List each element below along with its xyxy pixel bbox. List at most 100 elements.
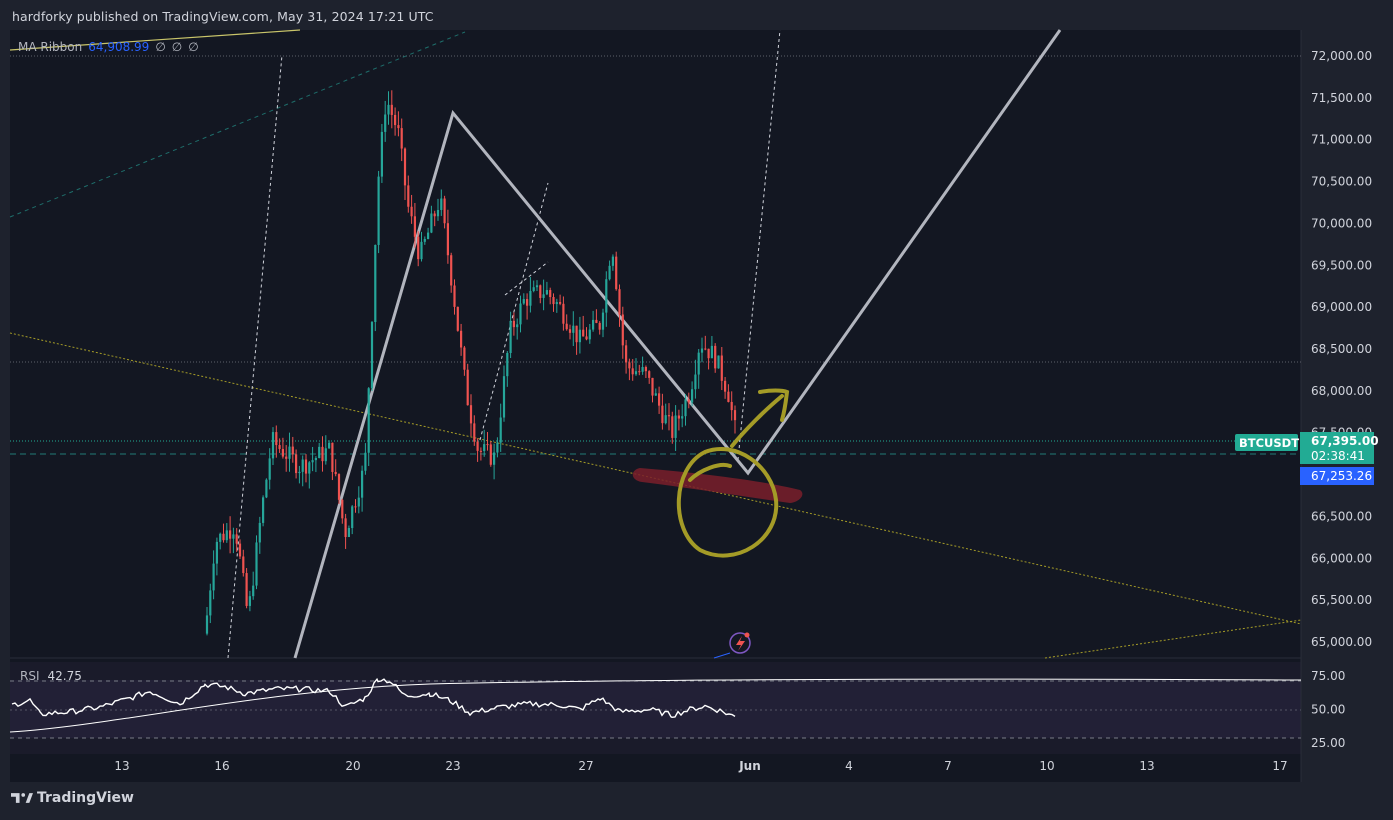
candle-up — [674, 415, 677, 438]
candlestick-series — [205, 90, 737, 636]
price-tick-label: 65,000.00 — [1311, 635, 1372, 649]
candle-up — [499, 417, 502, 443]
price-tick-label: 69,500.00 — [1311, 258, 1372, 272]
event-icon[interactable] — [729, 632, 751, 654]
candle-up — [314, 457, 317, 461]
candle-up — [529, 290, 532, 306]
candle-down — [390, 104, 393, 115]
candle-down — [658, 393, 661, 406]
circle-marker[interactable] — [676, 446, 779, 558]
parallel-dash-3[interactable] — [479, 182, 549, 441]
publish-header: hardforky published on TradingView.com, … — [12, 9, 434, 24]
price-tick-label: 71,500.00 — [1311, 91, 1372, 105]
time-tick-label: 20 — [345, 759, 360, 773]
candle-down — [275, 432, 278, 446]
candle-down — [222, 533, 225, 541]
candle-down — [625, 345, 628, 363]
time-tick-label: 13 — [114, 759, 129, 773]
candle-down — [295, 454, 298, 474]
candle-down — [598, 322, 601, 330]
candle-up — [268, 458, 271, 480]
candle-up — [318, 446, 321, 458]
candle-down — [466, 369, 469, 406]
candle-down — [354, 506, 357, 508]
candle-down — [651, 377, 654, 396]
candle-up — [509, 320, 512, 354]
candle-down — [704, 348, 707, 350]
candle-down — [334, 471, 337, 475]
candle-down — [559, 302, 562, 304]
candle-up — [700, 348, 704, 353]
candle-up — [370, 322, 374, 389]
candle-down — [648, 371, 651, 378]
candle-down — [242, 556, 245, 574]
ascending-trendline[interactable] — [1044, 619, 1302, 659]
candle-up — [496, 442, 499, 453]
candle-up — [380, 131, 383, 177]
candle-up — [483, 444, 486, 452]
time-tick-label: Jun — [738, 759, 761, 773]
channel-line[interactable] — [9, 31, 466, 218]
zigzag-projection[interactable] — [293, 29, 1062, 659]
candle-up — [592, 319, 595, 330]
candle-down — [489, 444, 492, 465]
candle-up — [252, 585, 255, 597]
candle-down — [644, 367, 647, 372]
candle-down — [456, 306, 459, 331]
support-highlight-marker[interactable] — [632, 468, 803, 503]
candle-up — [493, 452, 496, 465]
rsi-line — [11, 677, 736, 719]
candle-up — [351, 506, 354, 529]
candle-up — [232, 534, 235, 539]
time-axis[interactable]: 13 16 20 23 27 Jun 4 7 10 13 17 — [114, 759, 1287, 773]
candle-down — [486, 444, 489, 446]
candle-up — [427, 232, 430, 239]
rsi-legend[interactable]: RSI 42.75 — [20, 669, 82, 683]
ma-line-top — [9, 29, 301, 51]
candle-up — [578, 329, 581, 343]
candle-down — [595, 319, 598, 323]
candle-down — [394, 114, 397, 126]
candle-up — [641, 367, 644, 372]
candle-down — [671, 416, 674, 438]
candle-up — [423, 238, 426, 242]
price-tick-label: 70,500.00 — [1311, 175, 1372, 189]
ma-ribbon-placeholder-3: ∅ — [188, 40, 199, 54]
candle-up — [710, 345, 713, 359]
candle-up — [420, 241, 423, 260]
symbol-tag-label: BTCUSDT — [1239, 436, 1299, 450]
ma-ribbon-legend[interactable]: MA Ribbon 64,908.99 ∅ ∅ ∅ — [18, 40, 199, 54]
candle-up — [298, 471, 301, 474]
arrow-marker[interactable] — [730, 388, 790, 448]
parallel-dash-2[interactable] — [737, 29, 781, 461]
price-tick-label: 69,000.00 — [1311, 300, 1372, 314]
candle-up — [601, 312, 605, 330]
candle-up — [572, 325, 575, 333]
candle-down — [618, 289, 621, 315]
price-axis[interactable]: 72,000.00 71,500.00 71,000.00 70,500.00 70,0… — [1311, 49, 1372, 649]
time-tick-label: 17 — [1272, 759, 1287, 773]
rsi-smoothing-line — [9, 678, 1302, 733]
candle-down — [582, 329, 585, 337]
candle-up — [502, 376, 506, 418]
candle-down — [714, 345, 717, 369]
candle-down — [638, 371, 641, 373]
candle-down — [229, 530, 232, 539]
ma-ribbon-placeholder-2: ∅ — [171, 40, 183, 54]
candle-down — [562, 303, 565, 324]
candle-up — [311, 460, 314, 463]
candle-down — [400, 128, 403, 149]
price-tick-label: 68,000.00 — [1311, 384, 1372, 398]
candle-down — [476, 441, 479, 451]
tradingview-brand[interactable]: TradingView — [11, 790, 134, 806]
candle-up — [555, 302, 558, 305]
candle-up — [605, 279, 608, 313]
parallel-dash-1[interactable] — [227, 54, 283, 659]
candle-up — [542, 294, 545, 298]
candle-up — [377, 176, 380, 245]
candle-up — [654, 393, 657, 396]
candle-up — [611, 256, 614, 266]
candle-up — [288, 446, 291, 459]
candle-up — [301, 459, 304, 472]
